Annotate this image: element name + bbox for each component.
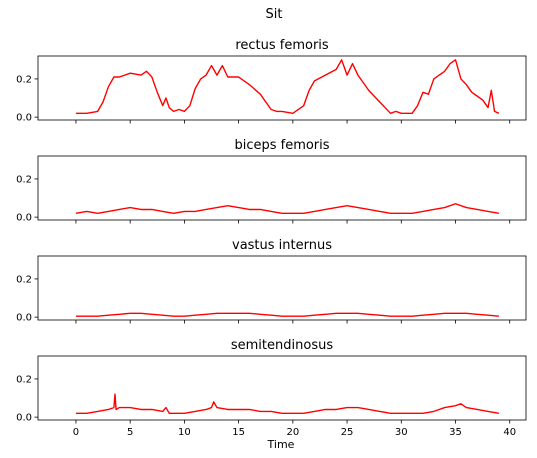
y-tick-label: 0.2 bbox=[16, 174, 32, 185]
series-line-biceps-femoris bbox=[75, 203, 500, 215]
y-tick-label: 0.2 bbox=[16, 274, 32, 285]
y-tick-label: 0.0 bbox=[16, 413, 32, 424]
x-tick-label: 20 bbox=[286, 427, 299, 438]
subplot-semitendinosus: semitendinosus 0 5 10 15 20 25 30 35 40 0.0 0.2 bbox=[16, 338, 527, 438]
x-axis-label: Time bbox=[267, 438, 295, 451]
subplot-biceps-femoris: biceps femoris 0.0 0.2 bbox=[16, 138, 527, 224]
x-tick-label: 5 bbox=[127, 427, 133, 438]
subplot-vastus-internus: vastus internus 0.0 0.2 bbox=[16, 238, 527, 324]
x-tick-label: 25 bbox=[341, 427, 354, 438]
x-tick-label: 15 bbox=[232, 427, 245, 438]
y-tick-label: 0.0 bbox=[16, 213, 32, 224]
subplot-title: semitendinosus bbox=[231, 338, 333, 353]
axes-frame bbox=[37, 155, 527, 221]
subplot-rectus-femoris: rectus femoris 0.0 0.2 bbox=[16, 38, 527, 124]
series-line-vastus-internus bbox=[75, 312, 499, 317]
y-tick-label: 0.2 bbox=[16, 74, 32, 85]
subplot-title: rectus femoris bbox=[235, 38, 329, 53]
series-line-semitendinosus bbox=[75, 393, 500, 415]
subplot-title: biceps femoris bbox=[234, 138, 329, 153]
y-tick-label: 0.0 bbox=[16, 313, 32, 324]
x-tick-label: 10 bbox=[178, 427, 191, 438]
subplot-panels: rectus femoris 0.0 0.2 biceps femoris 0.0 0.2… bbox=[16, 38, 527, 438]
x-tick-label: 40 bbox=[503, 427, 516, 438]
y-tick-label: 0.0 bbox=[16, 113, 32, 124]
axes-frame bbox=[37, 255, 527, 321]
series-line-rectus-femoris bbox=[75, 59, 500, 115]
axes-frame bbox=[37, 355, 527, 421]
x-tick-label: 0 bbox=[73, 427, 79, 438]
x-tick-label: 30 bbox=[395, 427, 408, 438]
subplot-title: vastus internus bbox=[232, 238, 332, 253]
axes-frame bbox=[37, 55, 527, 121]
y-tick-label: 0.2 bbox=[16, 374, 32, 385]
x-tick-label: 35 bbox=[449, 427, 462, 438]
figure-suptitle: Sit bbox=[266, 7, 283, 22]
